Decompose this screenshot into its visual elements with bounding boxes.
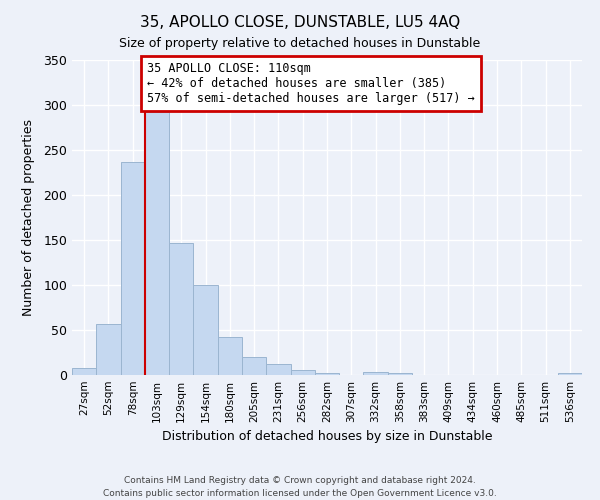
Bar [364,372,388,375]
Text: Size of property relative to detached houses in Dunstable: Size of property relative to detached ho… [119,38,481,51]
Bar [96,324,121,375]
Text: Contains HM Land Registry data © Crown copyright and database right 2024.
Contai: Contains HM Land Registry data © Crown c… [103,476,497,498]
Bar [242,357,266,375]
Bar [72,368,96,375]
Text: 35, APOLLO CLOSE, DUNSTABLE, LU5 4AQ: 35, APOLLO CLOSE, DUNSTABLE, LU5 4AQ [140,15,460,30]
Bar [145,112,169,375]
X-axis label: Distribution of detached houses by size in Dunstable: Distribution of detached houses by size … [162,430,492,444]
Bar [169,242,193,375]
Y-axis label: Number of detached properties: Number of detached properties [22,119,35,316]
Bar [266,364,290,375]
Bar [388,373,412,375]
Text: 35 APOLLO CLOSE: 110sqm
← 42% of detached houses are smaller (385)
57% of semi-d: 35 APOLLO CLOSE: 110sqm ← 42% of detache… [147,62,475,105]
Bar [218,337,242,375]
Bar [290,370,315,375]
Bar [193,285,218,375]
Bar [315,373,339,375]
Bar [121,162,145,375]
Bar [558,373,582,375]
